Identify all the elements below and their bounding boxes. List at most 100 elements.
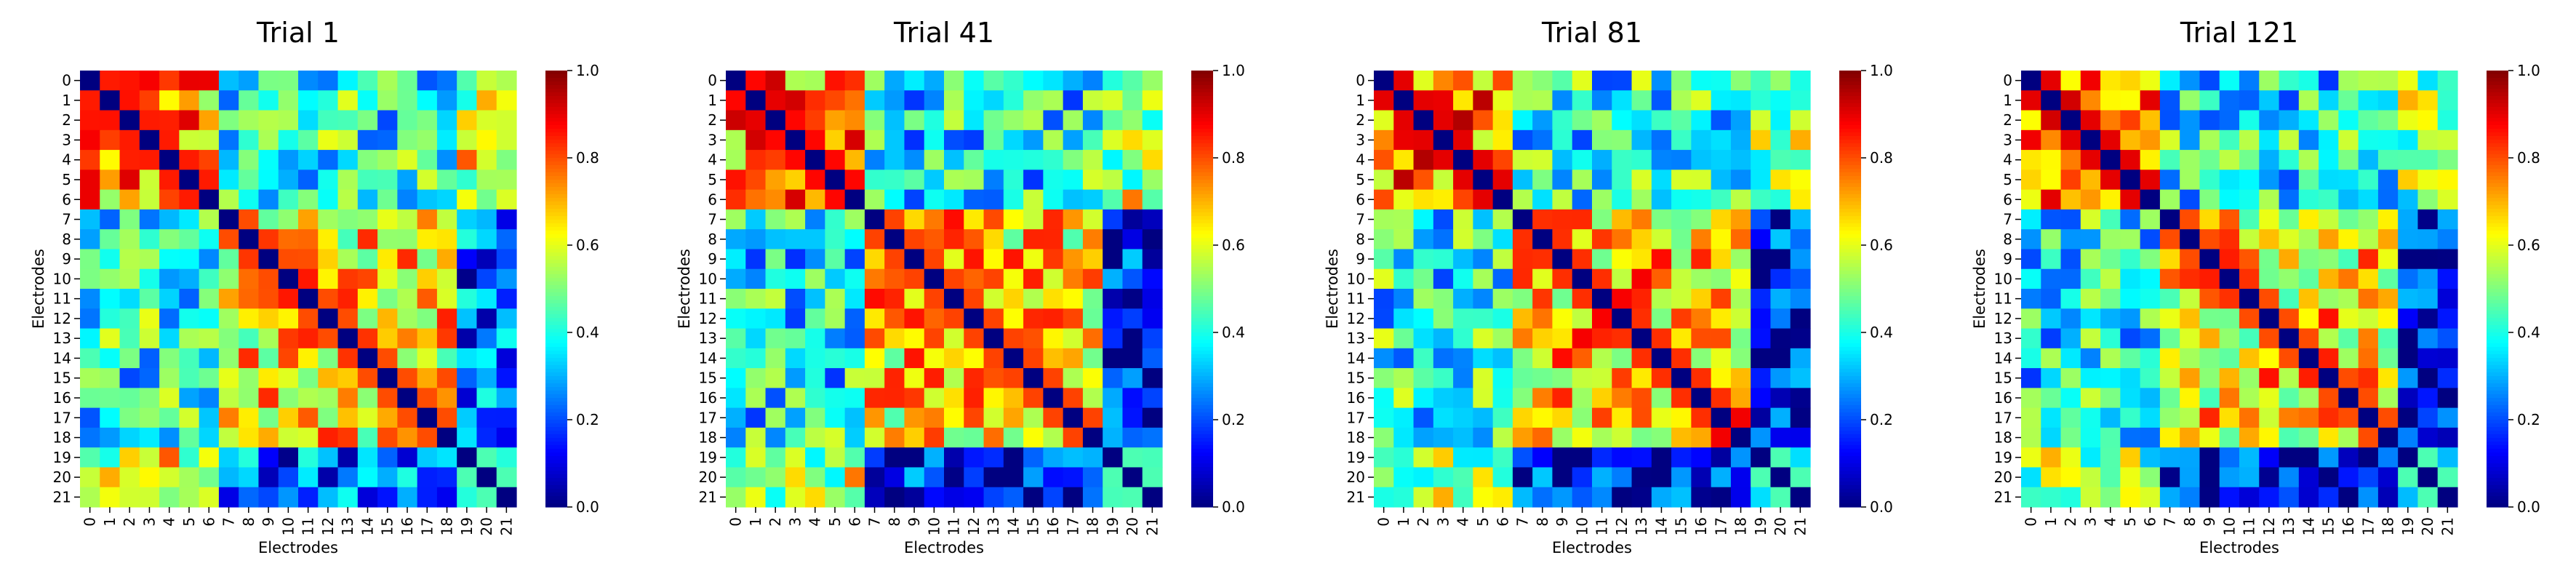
heatmap-cell [1063, 71, 1084, 91]
heatmap-cell [397, 189, 418, 210]
colorbar-segment [1839, 256, 1861, 260]
heatmap-cell [2398, 129, 2419, 151]
heatmap-cell [1770, 129, 1791, 151]
heatmap-cell [1751, 328, 1772, 349]
colorbar-segment [1191, 74, 1213, 79]
heatmap-cell [2060, 150, 2081, 170]
heatmap-cell [1532, 348, 1553, 369]
heatmap-cell [139, 447, 160, 468]
heatmap-cell [1751, 90, 1772, 111]
heatmap-cell [904, 169, 925, 191]
heatmap-cell [179, 150, 200, 170]
y-tick-label: 13 [1347, 330, 1365, 347]
x-tick-label: 8 [2181, 517, 2199, 527]
colorbar-segment [2487, 71, 2508, 75]
heatmap-cell [258, 249, 279, 270]
colorbar-segment [1839, 92, 1861, 97]
heatmap-cell [397, 289, 418, 309]
colorbar-segment [545, 416, 567, 420]
heatmap-cell [1651, 229, 1672, 250]
heatmap-cell [1711, 129, 1732, 151]
colorbar-segment [1191, 449, 1213, 453]
heatmap-cell [1453, 388, 1473, 409]
heatmap-cell [1413, 129, 1434, 151]
heatmap-cell [2140, 229, 2161, 250]
heatmap-cell [1003, 150, 1024, 170]
colorbar-segment [1839, 223, 1861, 228]
colorbar-segment [1191, 92, 1213, 97]
heatmap-cell [1612, 209, 1633, 230]
heatmap-cell [337, 229, 359, 250]
colorbar-tick-label: 0.4 [576, 324, 599, 341]
colorbar-segment [545, 249, 567, 253]
heatmap-cell [1453, 229, 1473, 250]
heatmap-cell [1473, 289, 1494, 309]
y-tick-label: 6 [708, 191, 717, 208]
heatmap-cell [1691, 328, 1712, 349]
colorbar-segment [2487, 151, 2508, 155]
colorbar-segment [1839, 180, 1861, 184]
y-tick-label: 3 [62, 131, 71, 148]
colorbar-segment [2487, 434, 2508, 439]
heatmap-cell [1413, 388, 1434, 409]
heatmap-cell [2140, 110, 2161, 131]
heatmap-cell [1433, 348, 1454, 369]
heatmap-cell [2120, 189, 2141, 210]
colorbar-segment [545, 442, 567, 446]
heatmap-cell [825, 71, 846, 91]
heatmap-cell [1473, 189, 1494, 210]
heatmap-cell [80, 249, 100, 270]
y-tick-label: 16 [53, 389, 71, 407]
heatmap-cell [436, 467, 457, 488]
heatmap-cell [2120, 388, 2141, 409]
heatmap-cell [1532, 467, 1553, 488]
heatmap-cell [1730, 229, 1751, 250]
heatmap-cell [457, 268, 478, 290]
heatmap-cell [496, 328, 517, 349]
heatmap-cell [377, 368, 398, 388]
colorbar-segment [2487, 380, 2508, 384]
heatmap-cell [1374, 467, 1394, 488]
colorbar-segment [545, 398, 567, 402]
heatmap-cell [1532, 209, 1553, 230]
heatmap-cell [2437, 209, 2458, 230]
heatmap-cell [1631, 447, 1652, 468]
colorbar-segment [1839, 351, 1861, 355]
heatmap-cell [1374, 427, 1394, 448]
heatmap-cell [1770, 328, 1791, 349]
heatmap-cell [377, 388, 398, 409]
x-tick-label: 20 [1772, 517, 1789, 535]
colorbar-segment [545, 405, 567, 410]
colorbar-segment [2487, 387, 2508, 391]
heatmap-cell [964, 229, 985, 250]
x-tick-label: 13 [339, 517, 356, 535]
heatmap-cell [1122, 388, 1143, 409]
heatmap-cell [397, 447, 418, 468]
heatmap-cell [139, 368, 160, 388]
heatmap-cell [337, 129, 359, 151]
y-tick-label: 19 [1347, 449, 1365, 466]
y-tick-label: 8 [2003, 231, 2012, 248]
heatmap-cell [476, 150, 497, 170]
heatmap-cell [1023, 467, 1044, 488]
colorbar: 0.00.20.40.60.81.0 [545, 62, 599, 516]
heatmap-cell [357, 407, 378, 428]
heatmap-cell [2319, 427, 2339, 448]
colorbar-segment [1839, 380, 1861, 384]
heatmap-cell [1612, 229, 1633, 250]
heatmap-cell [1612, 487, 1633, 508]
heatmap-cell [2041, 189, 2062, 210]
colorbar-segment [1839, 482, 1861, 486]
heatmap-cell [844, 189, 865, 210]
heatmap-cell [1770, 90, 1791, 111]
colorbar-tick-label: 1.0 [576, 62, 599, 79]
heatmap-cell [884, 328, 905, 349]
colorbar-segment [1839, 322, 1861, 326]
heatmap-cell [119, 427, 140, 448]
heatmap-cell [726, 487, 746, 508]
x-tick-label: 4 [1455, 517, 1472, 527]
colorbar-segment [1191, 121, 1213, 126]
heatmap-cell [765, 229, 786, 250]
heatmap-cell [785, 328, 806, 349]
heatmap-cell [1631, 427, 1652, 448]
